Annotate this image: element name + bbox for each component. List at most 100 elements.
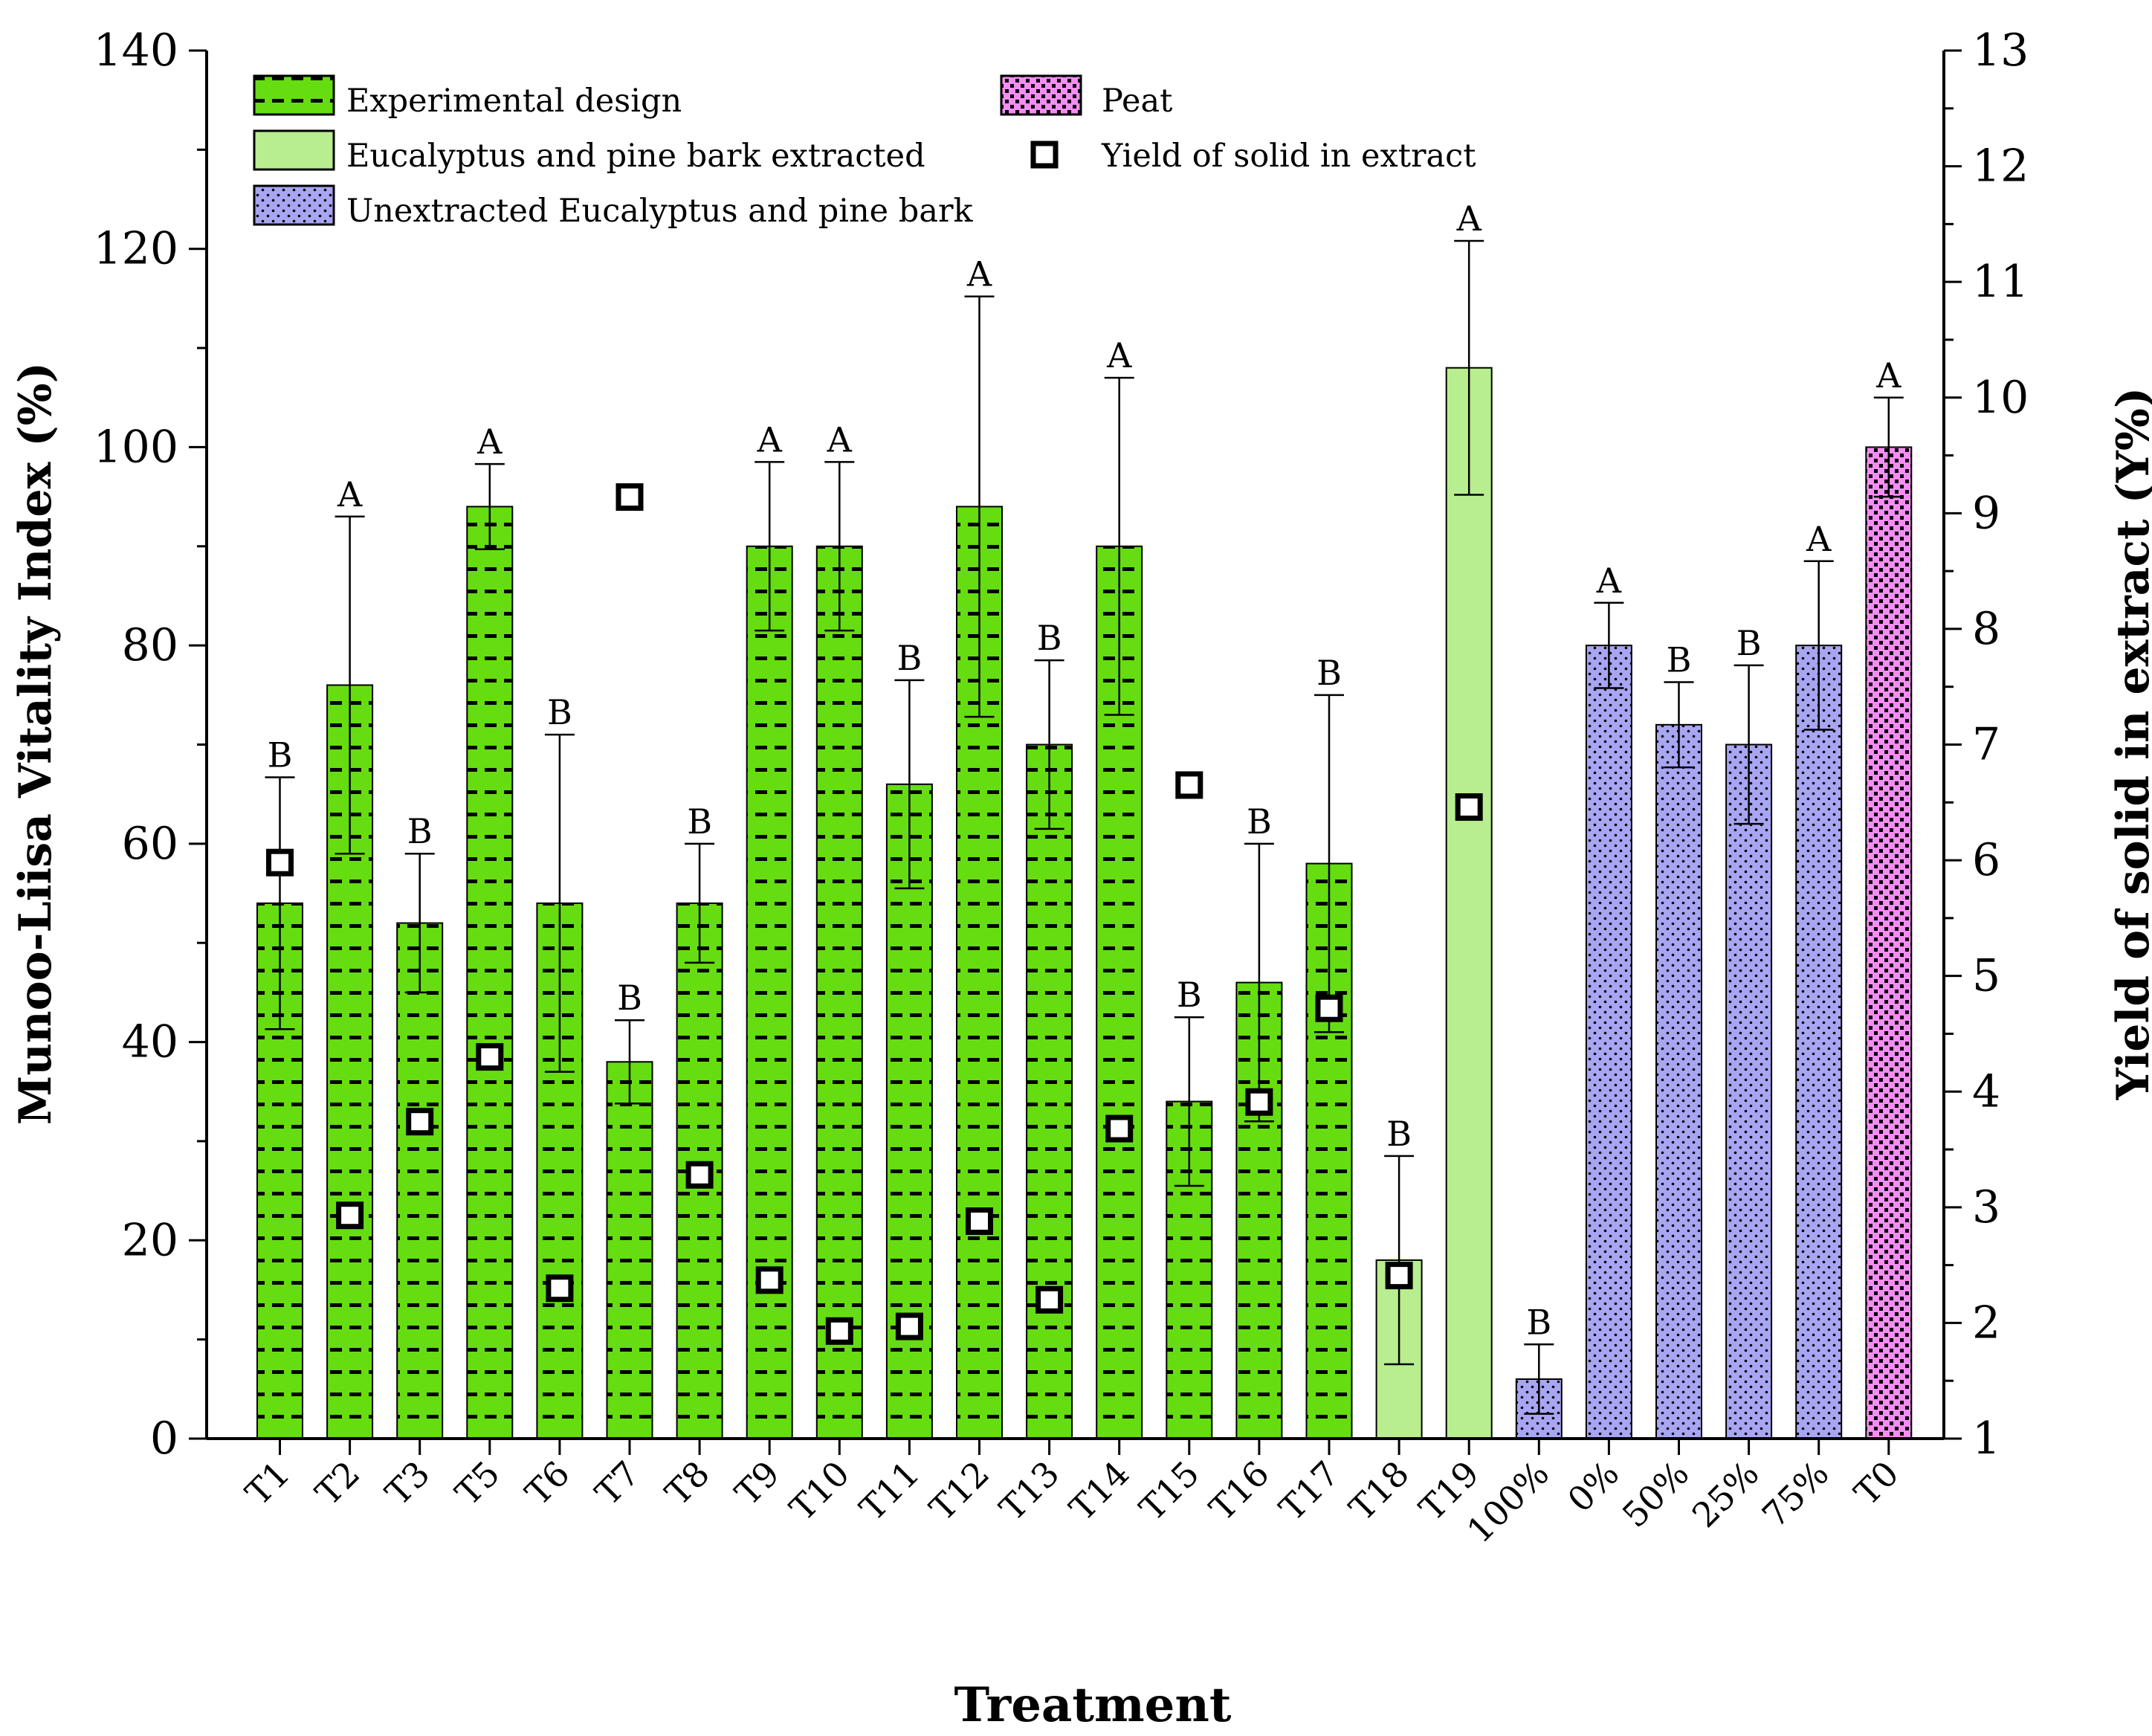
yield-marker-T18 <box>1385 1262 1413 1290</box>
error-bars <box>265 239 1904 1415</box>
letter-25%: B <box>1736 623 1762 663</box>
y2-tick-label-13: 13 <box>1972 25 2029 77</box>
yield-marker-T3 <box>406 1108 434 1136</box>
letter-T15: B <box>1177 975 1202 1015</box>
x-tick-label-50%: 50% <box>1615 1453 1696 1535</box>
error-bar-T17 <box>1314 694 1344 1033</box>
letter-T14: A <box>1106 335 1132 375</box>
x-tick-label-T14: T14 <box>1062 1453 1137 1529</box>
legend-marker-yield <box>1030 141 1059 169</box>
error-bar-T6 <box>544 733 575 1073</box>
yield-marker-T14 <box>1105 1114 1134 1143</box>
y-axis-title: Munoo-Liisa Vitality Index (%) <box>10 362 62 1125</box>
letter-T19: A <box>1456 199 1482 239</box>
y2-tick-label-6: 6 <box>1972 834 2000 886</box>
x-tick-label-T1: T1 <box>238 1453 298 1514</box>
x-tick-label-75%: 75% <box>1754 1453 1836 1535</box>
x-tick-label-T0: T0 <box>1846 1453 1907 1514</box>
x-tick-label-T13: T13 <box>992 1453 1067 1529</box>
bar-T9 <box>746 545 793 1439</box>
x-tick-label-T9: T9 <box>727 1453 787 1514</box>
legend-swatch-peat <box>1000 74 1082 116</box>
error-bar-25% <box>1733 664 1764 825</box>
yield-marker-T13 <box>1035 1285 1064 1314</box>
yield-marker-T11 <box>895 1312 923 1340</box>
y-tick-label-80: 80 <box>122 619 178 671</box>
error-bar-T13 <box>1034 659 1064 830</box>
letter-T3: B <box>407 811 433 851</box>
error-bar-T11 <box>894 679 925 890</box>
error-bar-0% <box>1594 601 1624 689</box>
significance-letters: B A B A B B B A A B A B A B B B B A B A B B A A <box>268 199 1902 1342</box>
yield-marker-T10 <box>825 1317 853 1345</box>
y2-tick-label-8: 8 <box>1972 603 2000 655</box>
letter-T2: A <box>337 474 363 514</box>
letter-T1: B <box>268 735 293 775</box>
y2-tick-label-3: 3 <box>1972 1181 2000 1233</box>
yield-marker-T15 <box>1175 771 1203 799</box>
yield-marker-T8 <box>685 1161 714 1189</box>
error-bar-T0 <box>1873 396 1904 498</box>
error-bar-T3 <box>404 852 435 994</box>
y-tick-label-120: 120 <box>93 223 178 275</box>
legend-swatch-unextracted <box>253 184 335 226</box>
letter-T10: A <box>827 419 853 459</box>
yield-marker-T6 <box>546 1274 574 1303</box>
y2-tick-label-2: 2 <box>1972 1297 2000 1349</box>
letter-T6: B <box>547 692 572 732</box>
x-tick-label-T15: T15 <box>1131 1453 1206 1529</box>
x-tick-label-T5: T5 <box>447 1453 508 1514</box>
y-tick-label-60: 60 <box>122 818 178 870</box>
letter-50%: B <box>1667 639 1692 680</box>
bar-T10 <box>815 545 863 1439</box>
letter-100%: B <box>1526 1302 1551 1342</box>
error-bar-T5 <box>474 462 505 551</box>
y2-axis-title: Yield of solid in extract (Y%) <box>2107 387 2152 1101</box>
bars <box>256 367 1913 1440</box>
x-tick-label-100%: 100% <box>1459 1453 1557 1551</box>
legend-label-experimental: Experimental design <box>346 83 682 120</box>
x-tick-label-T7: T7 <box>587 1453 647 1514</box>
letter-T18: B <box>1386 1114 1412 1154</box>
legend-label-unextracted: Unextracted Eucalyptus and pine bark <box>346 193 974 230</box>
letter-T16: B <box>1247 801 1272 842</box>
y2-tick-label-10: 10 <box>1972 372 2029 424</box>
error-bar-75% <box>1803 560 1834 731</box>
letter-T17: B <box>1316 653 1342 693</box>
yield-marker-T1 <box>266 848 294 877</box>
letter-T7: B <box>617 978 642 1018</box>
letter-T8: B <box>687 801 712 842</box>
bar-T3 <box>396 922 444 1439</box>
y2-tick-label-5: 5 <box>1972 950 2000 1002</box>
legend: Experimental design Eucalyptus and pine … <box>253 74 1476 230</box>
bar-75% <box>1795 645 1843 1440</box>
legend-label-extracted: Eucalyptus and pine bark extracted <box>346 138 925 175</box>
y-tick-label-140: 140 <box>93 25 178 77</box>
yield-marker-T12 <box>966 1207 993 1236</box>
y2-tick-label-11: 11 <box>1972 256 2029 308</box>
error-bar-T16 <box>1244 842 1274 1123</box>
bar-0% <box>1585 645 1632 1440</box>
x-tick-label-T10: T10 <box>782 1453 857 1529</box>
legend-label-yield: Yield of solid in extract <box>1101 138 1476 175</box>
x-tick-label-25%: 25% <box>1684 1453 1766 1535</box>
x-tick-label-T3: T3 <box>378 1453 438 1514</box>
x-tick-label-T11: T11 <box>852 1453 927 1529</box>
error-bar-T8 <box>685 842 715 964</box>
yield-marker-T19 <box>1455 793 1483 822</box>
x-tick-label-T18: T18 <box>1342 1453 1417 1529</box>
legend-swatch-experimental <box>253 74 335 116</box>
y2-tick-label-1: 1 <box>1972 1413 2000 1465</box>
yield-marker-T2 <box>336 1201 364 1230</box>
x-tick-label-T17: T17 <box>1272 1453 1347 1529</box>
x-tick-label-T2: T2 <box>308 1453 368 1514</box>
bar-T5 <box>466 506 514 1439</box>
letter-T11: B <box>896 638 922 678</box>
letter-T13: B <box>1037 618 1062 658</box>
letter-T9: A <box>757 419 783 459</box>
y-tick-label-20: 20 <box>122 1214 178 1266</box>
x-axis-title: Treatment <box>954 1677 1232 1733</box>
error-bar-T14 <box>1104 376 1134 716</box>
yield-marker-T9 <box>755 1266 783 1294</box>
